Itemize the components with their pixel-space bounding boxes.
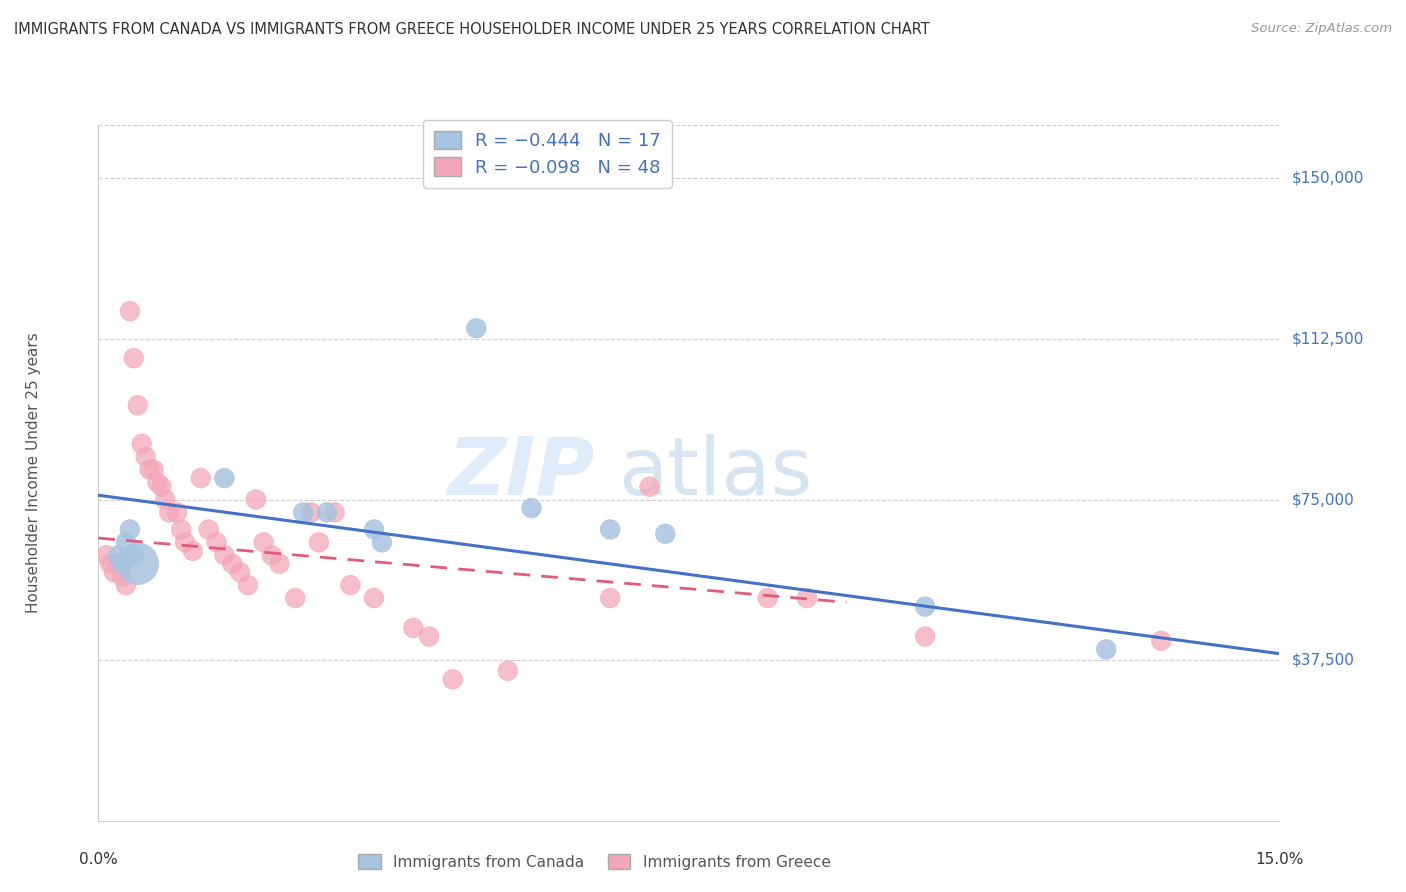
- Point: [441, 673, 464, 687]
- Point: [363, 591, 385, 605]
- Text: $150,000: $150,000: [1291, 171, 1364, 186]
- Text: 15.0%: 15.0%: [1256, 852, 1303, 867]
- Point: [292, 505, 315, 519]
- Text: $37,500: $37,500: [1291, 653, 1354, 667]
- Point: [339, 578, 361, 592]
- Point: [122, 548, 145, 562]
- Point: [308, 535, 330, 549]
- Point: [260, 548, 283, 562]
- Point: [190, 471, 212, 485]
- Point: [638, 480, 661, 494]
- Point: [131, 437, 153, 451]
- Point: [914, 630, 936, 644]
- Point: [96, 548, 118, 562]
- Point: [1095, 642, 1118, 657]
- Point: [796, 591, 818, 605]
- Point: [118, 304, 141, 318]
- Point: [269, 557, 291, 571]
- Point: [496, 664, 519, 678]
- Point: [138, 462, 160, 476]
- Point: [214, 548, 236, 562]
- Text: Source: ZipAtlas.com: Source: ZipAtlas.com: [1251, 22, 1392, 36]
- Point: [174, 535, 197, 549]
- Point: [214, 471, 236, 485]
- Point: [1150, 633, 1173, 648]
- Point: [127, 398, 149, 412]
- Text: Householder Income Under 25 years: Householder Income Under 25 years: [25, 333, 41, 613]
- Point: [284, 591, 307, 605]
- Point: [221, 557, 243, 571]
- Text: $112,500: $112,500: [1291, 332, 1364, 346]
- Point: [111, 557, 134, 571]
- Point: [98, 557, 121, 571]
- Point: [181, 544, 204, 558]
- Point: [323, 505, 346, 519]
- Point: [756, 591, 779, 605]
- Point: [205, 535, 228, 549]
- Point: [111, 569, 134, 583]
- Point: [150, 480, 173, 494]
- Point: [166, 505, 188, 519]
- Point: [418, 630, 440, 644]
- Text: 0.0%: 0.0%: [79, 852, 118, 867]
- Point: [236, 578, 259, 592]
- Text: ZIP: ZIP: [447, 434, 595, 512]
- Point: [520, 501, 543, 516]
- Point: [127, 557, 149, 571]
- Point: [315, 505, 337, 519]
- Point: [107, 557, 129, 571]
- Point: [155, 492, 177, 507]
- Point: [371, 535, 394, 549]
- Point: [253, 535, 276, 549]
- Text: $75,000: $75,000: [1291, 492, 1354, 507]
- Point: [103, 566, 125, 580]
- Point: [229, 566, 252, 580]
- Point: [146, 475, 169, 490]
- Point: [142, 462, 165, 476]
- Point: [197, 523, 219, 537]
- Point: [118, 523, 141, 537]
- Point: [465, 321, 488, 335]
- Point: [654, 526, 676, 541]
- Point: [122, 351, 145, 366]
- Point: [115, 578, 138, 592]
- Point: [402, 621, 425, 635]
- Point: [363, 523, 385, 537]
- Point: [299, 505, 322, 519]
- Point: [914, 599, 936, 614]
- Point: [157, 505, 180, 519]
- Point: [115, 535, 138, 549]
- Point: [170, 523, 193, 537]
- Point: [245, 492, 267, 507]
- Point: [599, 523, 621, 537]
- Point: [599, 591, 621, 605]
- Point: [135, 450, 157, 464]
- Text: atlas: atlas: [619, 434, 813, 512]
- Text: IMMIGRANTS FROM CANADA VS IMMIGRANTS FROM GREECE HOUSEHOLDER INCOME UNDER 25 YEA: IMMIGRANTS FROM CANADA VS IMMIGRANTS FRO…: [14, 22, 929, 37]
- Point: [107, 548, 129, 562]
- Legend: Immigrants from Canada, Immigrants from Greece: Immigrants from Canada, Immigrants from …: [353, 847, 837, 876]
